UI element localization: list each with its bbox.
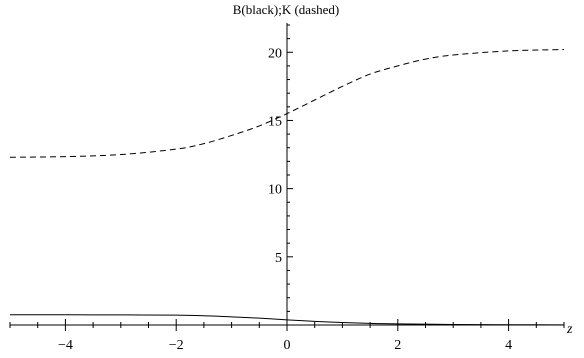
- y-tick-label: 5: [275, 251, 282, 266]
- x-tick-label: 0: [284, 338, 291, 353]
- y-tick-label: 10: [268, 183, 282, 198]
- series-line-dashed: [9, 49, 565, 158]
- y-tick-label: 15: [268, 114, 282, 129]
- chart-title: B(black);K (dashed): [233, 2, 340, 17]
- x-tick-label: −2: [169, 338, 184, 353]
- x-tick-label: 4: [505, 338, 512, 353]
- series-layer: [9, 49, 565, 326]
- y-tick-label: 20: [268, 46, 282, 61]
- x-tick-label: 2: [394, 338, 401, 353]
- tick-labels: −4 −2 0 2 4 5 10 15 20: [58, 46, 512, 353]
- x-tick-label: −4: [58, 338, 73, 353]
- series-line-solid: [9, 314, 565, 326]
- x-axis-label: z: [566, 322, 573, 337]
- axes: [9, 23, 565, 331]
